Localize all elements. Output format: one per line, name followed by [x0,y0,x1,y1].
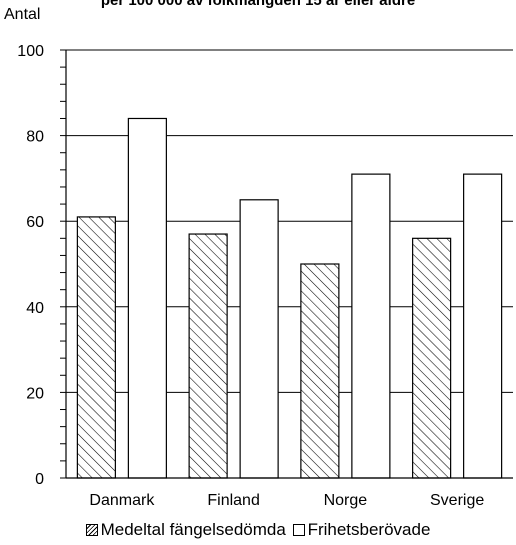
bar-medeltal-danmark [76,216,116,479]
y-tick-label: 100 [17,43,44,60]
y-axis-label: Antal [4,6,41,23]
legend-item-series-0: Medeltal fängelsedömda [85,520,286,540]
y-tick-label: 20 [26,385,44,402]
legend-swatch-hatched [85,524,98,536]
legend: Medeltal fängelsedömda Frihetsberövade [0,520,516,541]
legend-swatch-white [292,524,305,536]
y-tick-label: 60 [26,214,44,231]
x-tick-label: Finland [207,492,259,509]
bar-frihetsberovade-norge [351,173,391,479]
bar-frihetsberovade-sverige [463,173,503,479]
y-tick-label: 80 [26,129,44,146]
bar-frihetsberovade-danmark [127,117,167,479]
bar-frihetsberovade-finland [239,199,279,479]
legend-label-series-0: Medeltal fängelsedömda [100,520,286,539]
legend-item-series-1: Frihetsberövade [292,520,431,540]
y-tick-label: 40 [26,300,44,317]
bar-medeltal-finland [188,233,228,479]
x-tick-label: Danmark [89,492,155,509]
chart-title: per 100 000 av folkmängden 15 år eller ä… [100,0,416,9]
x-tick-label: Sverige [430,492,484,509]
bar-medeltal-sverige [412,237,452,479]
bar-medeltal-norge [300,263,340,479]
legend-label-series-1: Frihetsberövade [307,520,431,539]
y-tick-label: 0 [35,471,44,488]
x-tick-label: Norge [324,492,368,509]
